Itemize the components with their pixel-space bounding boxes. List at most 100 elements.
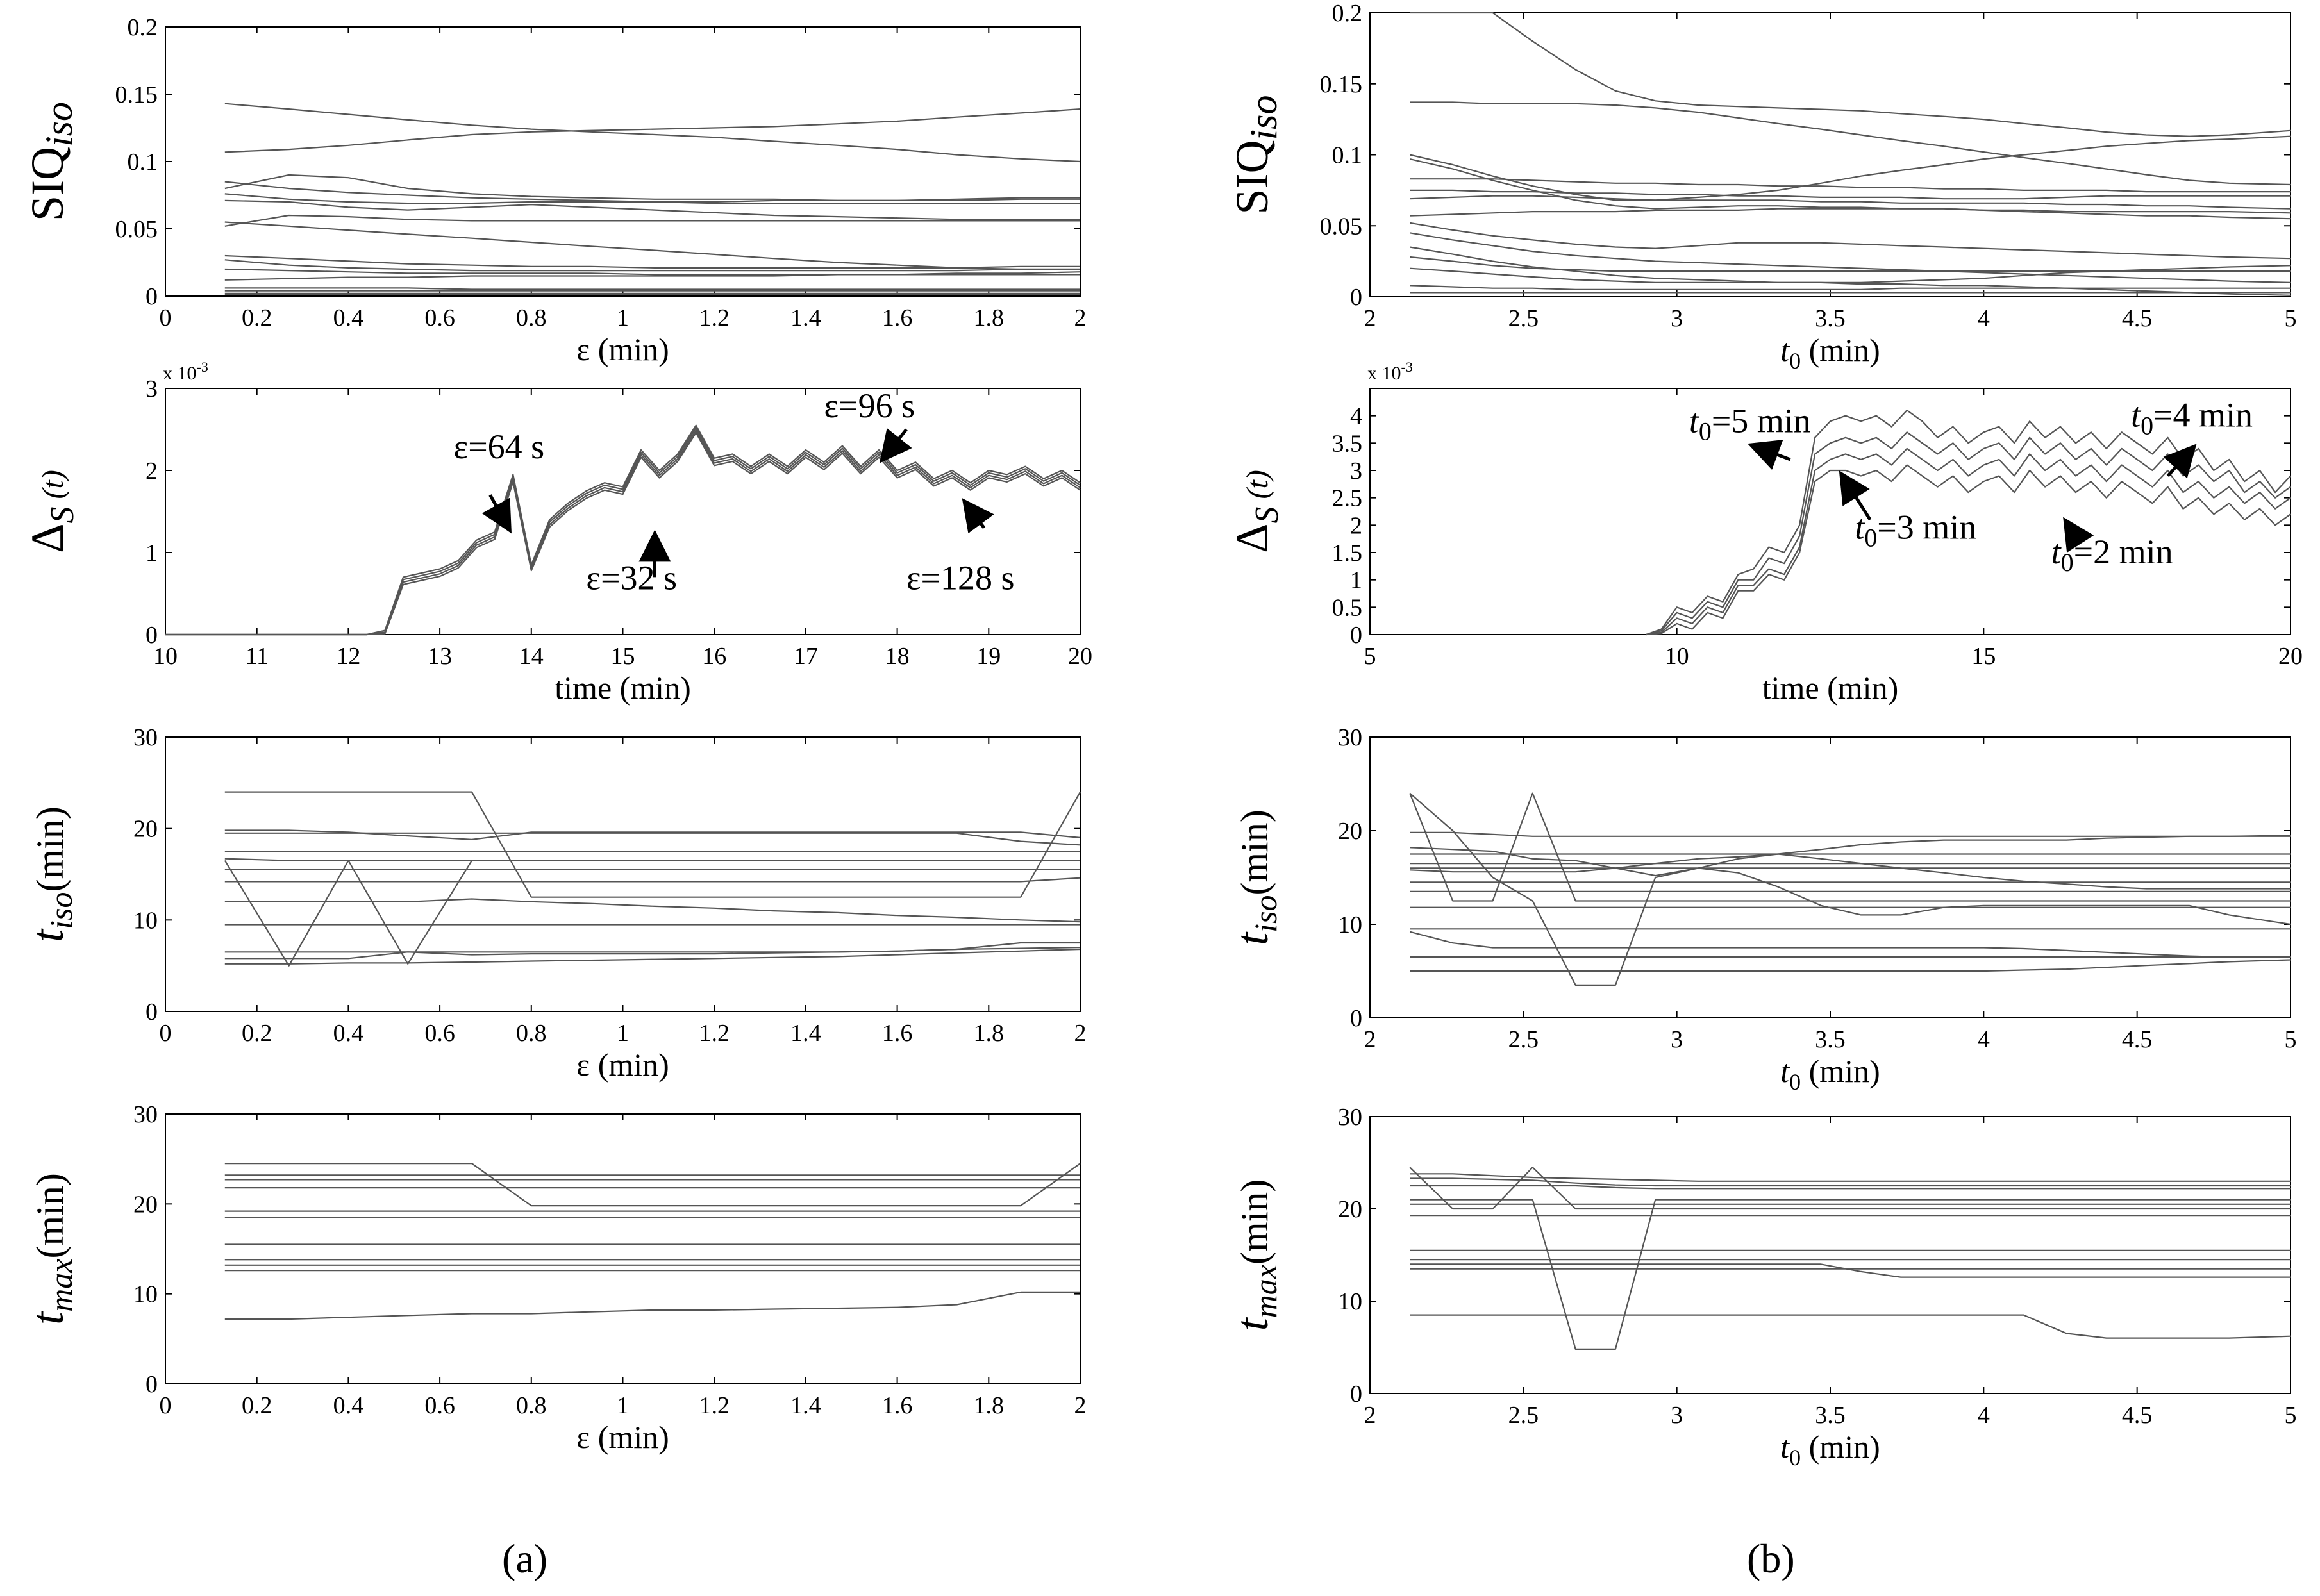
x-tick-label: 3 [1671,305,1683,332]
x-axis-label: t0 (min) [1780,332,1880,374]
annotation-arrow [2163,444,2197,479]
x-tick-label: 10 [1665,643,1689,670]
series-line-9 [224,254,1080,269]
y-tick-label: 1 [146,540,158,567]
y-tick-label: 0 [146,622,158,649]
y-tick-label: 10 [133,907,158,934]
y-axis-label: tmax(min) [1226,1179,1283,1331]
series-line-13 [1409,931,2291,958]
annotation-label: ε=128 s [906,559,1015,597]
y-tick-label: 1.5 [1332,540,1363,567]
series-line-3 [1409,135,2291,201]
series-line-12 [224,271,1081,281]
y-tick-label: 10 [1338,1288,1362,1315]
x-tick-label: 1 [617,1392,629,1419]
x-tick-label: 1 [617,304,629,331]
x-tick-label: 0.8 [516,304,547,331]
y-tick-label: 30 [1338,724,1362,751]
x-tick-label: 20 [2278,643,2303,670]
y-tick-label: 0.05 [1320,213,1363,240]
series-line-2 [1410,831,2291,837]
series-line-1 [224,103,1081,163]
axes-box [165,26,1081,297]
annotation-label: ε=96 s [824,387,915,425]
x-tick-label: 1.2 [699,1392,730,1419]
y-tick-label: 0 [1350,622,1362,649]
y-tick-label: 30 [133,1101,158,1128]
x-tick-label: 15 [611,643,635,670]
series-line-11 [224,942,1080,953]
series-line-9 [1410,222,2291,260]
y-tick-label: 0.15 [115,81,158,108]
series-line-8 [1410,208,2291,220]
axes-box [165,736,1081,1012]
y-tick-label: 0 [146,999,158,1026]
panel-label-a: (a) [502,1536,548,1581]
x-tick-label: 5 [2285,1026,2297,1053]
x-tick-label: 0.4 [333,1020,364,1047]
x-tick-label: 4.5 [2122,305,2153,332]
series-line-13 [1410,267,2291,296]
x-tick-label: 0.6 [424,1020,455,1047]
x-tick-label: 0 [160,304,172,331]
y-tick-label: 2.5 [1332,485,1363,512]
x-tick-label: 4 [1978,1402,1990,1429]
series-line-11 [224,1291,1080,1320]
x-tick-label: 0.6 [424,304,455,331]
y-tick-label: 3 [146,376,158,403]
x-tick-label: 0 [160,1020,172,1047]
y-tick-label: 0.2 [1332,0,1363,27]
series-line-11 [224,268,1080,276]
series-line-1 [1410,12,2291,137]
x-axis-label: time (min) [1762,670,1898,706]
annotation-arrow [481,494,512,534]
y-axis-label: ΔS (t) [22,470,81,553]
x-tick-label: 5 [2285,305,2297,332]
x-tick-label: 1.4 [790,304,821,331]
annotation-arrow [962,498,994,534]
y-tick-label: 20 [1338,1196,1362,1223]
series-line-3 [1410,1177,2291,1187]
x-tick-label: 11 [245,643,269,670]
chart-b3: 2 2.5 3 3.5 4 4.5 5 0 10 20 30 t0 (min) tiso(min) [1226,724,2297,1095]
x-tick-label: 2.5 [1508,305,1539,332]
series-line-14 [1410,285,2291,290]
annotation-arrow [1839,470,1872,521]
x-tick-label: 3.5 [1815,1026,1846,1053]
series-line-10 [224,259,1080,272]
chart-b4: 2 2.5 3 3.5 4 4.5 5 0 10 20 30 t0 (min) tmax(min) [1226,1104,2297,1470]
series-line-7 [224,214,1080,227]
y-axis-label: tiso(min) [1226,810,1283,945]
y-tick-label: 20 [133,1191,158,1218]
y-axis-label: SIQiso [22,102,80,221]
x-tick-label: 1.4 [790,1020,821,1047]
series-line-13 [224,948,1081,965]
y-tick-label: 20 [1338,818,1362,845]
annotation-label: t0=4 min [2131,396,2253,440]
annotation-label: t0=5 min [1689,401,1811,445]
exponent-label: x 10-3 [1367,359,1413,384]
series-line-2 [224,829,1081,840]
y-tick-label: 30 [1338,1104,1362,1131]
x-tick-label: 18 [885,643,910,670]
y-axis-label: tiso(min) [22,806,79,942]
x-axis-label: t0 (min) [1780,1429,1880,1470]
series-line-10 [1410,1263,2291,1278]
series-line-6 [224,860,1080,967]
series-line-9 [224,898,1081,923]
series-line-1 [224,1163,1081,1207]
series-line-6 [1410,189,2291,200]
series-line-3 [165,429,1081,636]
x-tick-label: 16 [702,643,726,670]
x-tick-label: 4.5 [2122,1402,2153,1429]
x-tick-label: 1.6 [882,1020,913,1047]
x-tick-label: 2 [1074,1392,1087,1419]
x-tick-label: 1.6 [882,304,913,331]
x-tick-label: 4 [1978,305,1990,332]
y-tick-label: 3 [1350,458,1362,485]
y-tick-label: 0.05 [115,216,158,243]
series-line-10 [1410,232,2291,283]
